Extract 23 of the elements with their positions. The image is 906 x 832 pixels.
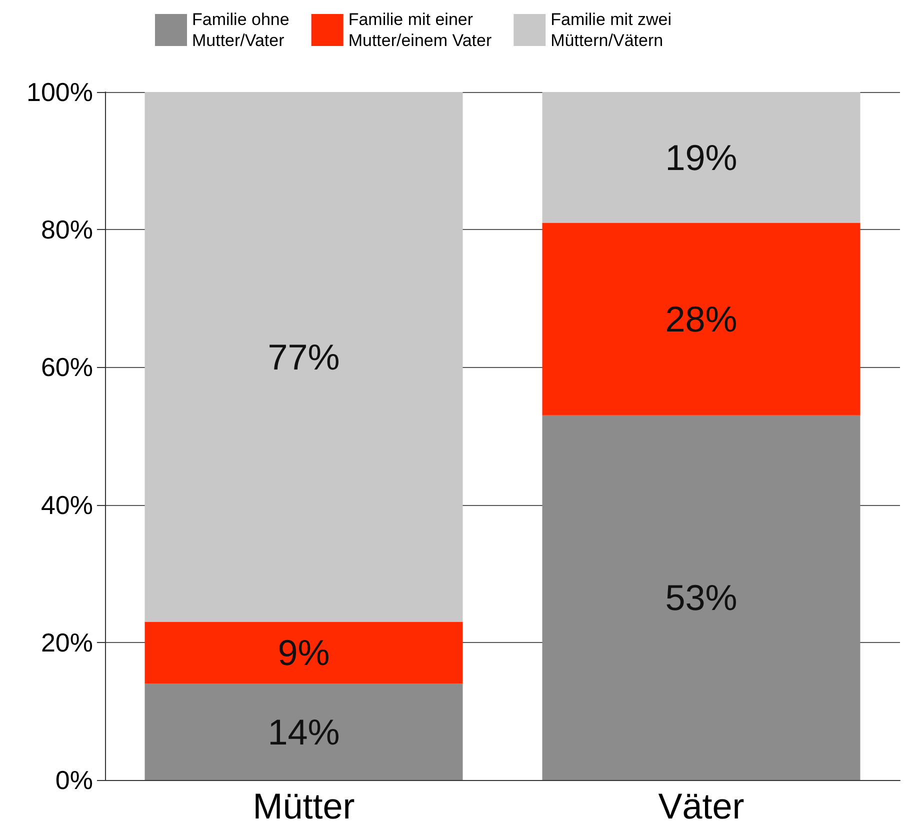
x-tick-label: Mütter [252,786,355,826]
legend-label: Familie ohne Mutter/Vater [192,10,290,50]
y-tick-label: 80% [40,214,93,245]
data-label: 28% [665,298,738,340]
bar [542,415,860,780]
legend-label: Familie mit einer Mutter/einem Vater [348,10,492,50]
y-tick-label: 100% [26,77,93,107]
y-tick-label: 60% [40,352,93,382]
x-tick-label: Väter [658,786,744,826]
data-label: 77% [268,336,340,378]
bar [144,92,463,622]
bar [144,622,463,684]
data-label: 9% [278,632,330,674]
y-tick-label: 40% [40,490,93,520]
data-label: 19% [665,136,738,178]
data-label: 53% [665,577,738,618]
data-label: 14% [268,711,340,752]
legend-label: Familie mit zwei Müttern/Vätern [550,10,672,50]
y-tick-label: 0% [55,765,93,795]
bar [542,92,860,223]
y-tick-label: 20% [40,627,93,658]
bar [144,684,463,780]
bar [542,222,860,416]
